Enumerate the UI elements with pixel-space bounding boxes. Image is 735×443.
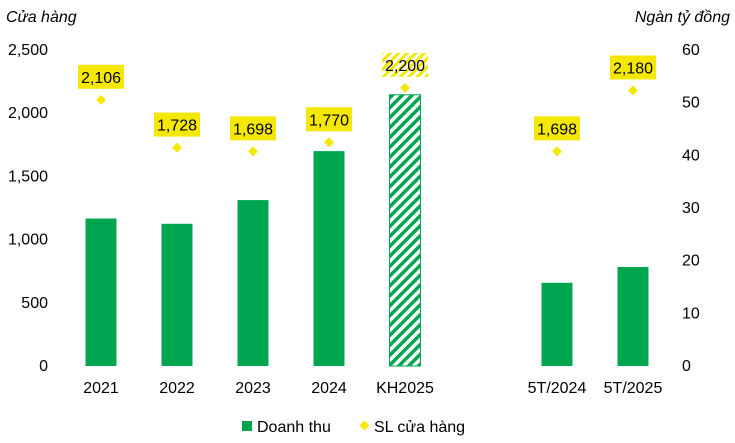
right-tick-label: 60 <box>682 42 700 59</box>
right-tick-label: 10 <box>682 305 700 322</box>
revenue-bars <box>85 94 649 367</box>
right-tick-label: 20 <box>682 253 700 270</box>
left-tick-label: 1,000 <box>8 232 48 249</box>
category-label: 2021 <box>83 380 119 397</box>
revenue-bar <box>161 223 193 366</box>
store-count-marker <box>172 142 182 153</box>
category-label: 2022 <box>159 380 195 397</box>
right-tick-label: 50 <box>682 95 700 112</box>
store-count-marker <box>628 85 638 96</box>
right-tick-label: 0 <box>682 358 691 375</box>
store-count-label-box <box>306 107 352 132</box>
category-label: 5T/2024 <box>528 380 587 397</box>
revenue-bar <box>389 94 421 367</box>
store-count-marker <box>552 146 562 157</box>
store-count-label-box <box>230 116 276 141</box>
left-tick-label: 0 <box>39 358 48 375</box>
store-count-label: 1,698 <box>537 121 577 138</box>
legend: Doanh thu SL cửa hàng <box>242 419 465 436</box>
legend-swatch-revenue <box>242 421 252 431</box>
category-labels: 2021 2022 2023 2024 KH2025 5T/2024 5T/2025 <box>83 380 662 397</box>
left-axis-title: Cửa hàng <box>6 9 77 26</box>
store-count-marker <box>96 94 106 105</box>
store-count-label-box <box>154 112 200 137</box>
legend-label-revenue: Doanh thu <box>257 419 331 436</box>
store-count-label: 2,200 <box>385 58 425 75</box>
store-count-marker <box>400 82 410 93</box>
category-label: 5T/2025 <box>604 380 663 397</box>
revenue-bar <box>237 200 269 366</box>
category-label: KH2025 <box>376 380 434 397</box>
store-count-marker <box>248 146 258 157</box>
store-count-label-box <box>382 52 428 77</box>
store-count-label: 2,106 <box>81 70 121 87</box>
revenue-bar <box>85 218 117 366</box>
revenue-bar <box>541 282 573 366</box>
right-axis-ticks: 0 10 20 30 40 50 60 <box>682 42 700 375</box>
category-label: 2024 <box>311 380 347 397</box>
store-count-label: 2,180 <box>613 60 653 77</box>
store-count-label: 1,770 <box>309 112 349 129</box>
revenue-bar <box>617 266 649 366</box>
legend-label-store-count: SL cửa hàng <box>374 419 465 436</box>
revenue-bar <box>313 151 345 366</box>
store-count-label-box <box>534 116 580 141</box>
right-tick-label: 30 <box>682 200 700 217</box>
right-tick-label: 40 <box>682 147 700 164</box>
left-axis-ticks: 0 500 1,000 1,500 2,000 2,500 <box>8 42 48 375</box>
category-label: 2023 <box>235 380 271 397</box>
left-tick-label: 500 <box>21 295 48 312</box>
store-count-label-box <box>610 55 656 80</box>
left-tick-label: 2,000 <box>8 105 48 122</box>
right-axis-title: Ngàn tỷ đồng <box>635 9 730 26</box>
store-count-label: 1,728 <box>157 118 197 135</box>
legend-swatch-store-count <box>359 420 370 431</box>
store-count-marker <box>324 137 334 148</box>
left-tick-label: 1,500 <box>8 168 48 185</box>
store-count-label-box <box>78 64 124 89</box>
store-count-label: 1,698 <box>233 121 273 138</box>
store-count-points: 2,106 1,728 1,698 1,770 2,200 1,698 2,180 <box>78 52 656 157</box>
left-tick-label: 2,500 <box>8 42 48 59</box>
